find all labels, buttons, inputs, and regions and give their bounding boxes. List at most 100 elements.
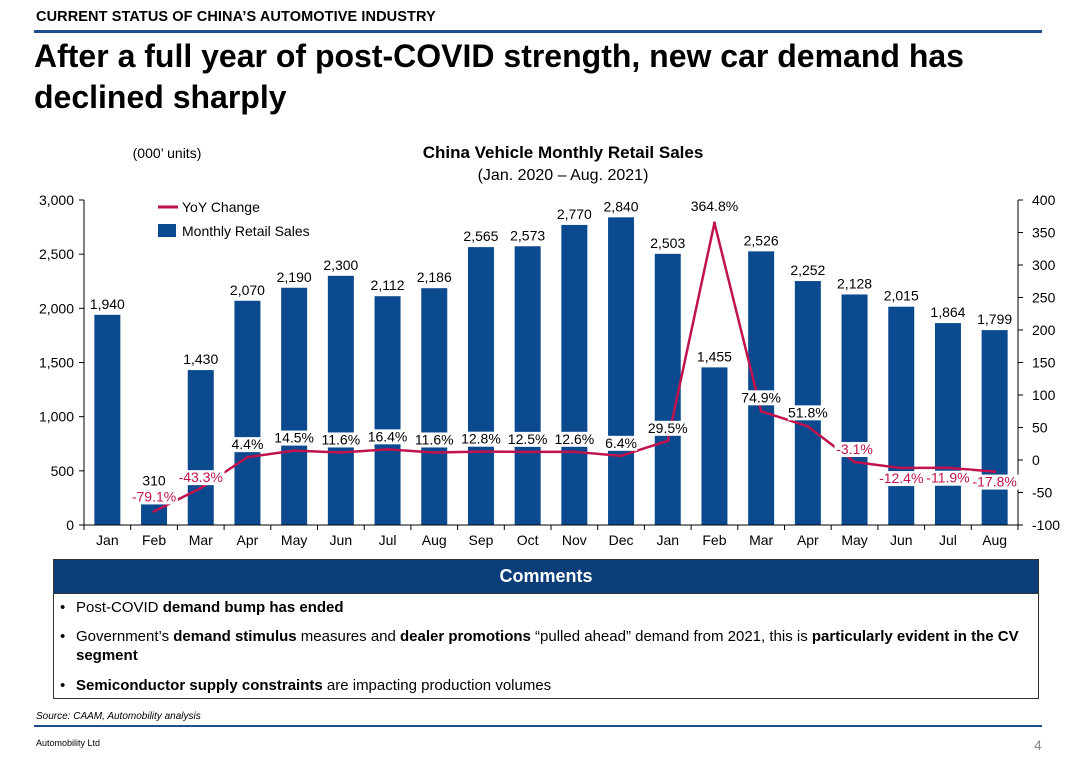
yoy-label-backing bbox=[274, 430, 315, 446]
comments-title: Comments bbox=[54, 560, 1038, 594]
bar-value-label: 2,070 bbox=[230, 282, 265, 298]
yoy-point bbox=[245, 455, 249, 459]
bar-aug bbox=[421, 288, 448, 525]
y-tick-label-right: 250 bbox=[1032, 290, 1056, 306]
yoy-point bbox=[712, 221, 716, 225]
yoy-value-label: 74.9% bbox=[741, 389, 781, 405]
yoy-value-label: 29.5% bbox=[648, 420, 688, 436]
x-tick-label: Dec bbox=[609, 532, 634, 548]
yoy-value-label: 16.4% bbox=[368, 428, 408, 444]
page-title: After a full year of post-COVID strength… bbox=[34, 38, 964, 115]
yoy-label-backing bbox=[787, 405, 828, 421]
bar-value-label: 2,503 bbox=[650, 235, 685, 251]
yoy-label-backing bbox=[414, 432, 455, 448]
bar-sep bbox=[467, 247, 494, 525]
y-tick-label-right: 0 bbox=[1032, 452, 1040, 468]
x-tick-label: Oct bbox=[517, 532, 539, 548]
yoy-point bbox=[386, 447, 390, 451]
bar-value-label: 2,190 bbox=[277, 269, 312, 285]
y-tick-label-right: 50 bbox=[1032, 420, 1048, 436]
yoy-value-label: 4.4% bbox=[231, 436, 263, 452]
bar-jul bbox=[934, 323, 961, 525]
bar-jul bbox=[374, 296, 401, 525]
yoy-value-label: 12.8% bbox=[461, 431, 501, 447]
bar-mar bbox=[748, 251, 775, 525]
x-tick-label: Jan bbox=[656, 532, 679, 548]
yoy-value-label: 11.6% bbox=[415, 431, 454, 447]
yoy-point bbox=[526, 450, 530, 454]
x-tick-label: Mar bbox=[189, 532, 213, 548]
y-tick-label-left: 0 bbox=[66, 517, 74, 533]
bar-value-label: 1,799 bbox=[977, 311, 1012, 327]
yoy-value-label: -12.4% bbox=[879, 470, 923, 486]
y-tick-label-right: 400 bbox=[1032, 192, 1056, 208]
yoy-label-backing bbox=[877, 471, 926, 487]
bar-value-label: 2,526 bbox=[744, 232, 779, 248]
bar-value-label: 2,112 bbox=[371, 277, 405, 293]
yoy-value-label: 364.8% bbox=[691, 198, 738, 214]
x-tick-label: Aug bbox=[422, 532, 447, 548]
yoy-value-label: -79.1% bbox=[132, 488, 176, 504]
yoy-label-backing bbox=[507, 431, 548, 447]
yoy-point bbox=[759, 409, 763, 413]
yoy-point bbox=[292, 449, 296, 453]
bar-value-label: 1,940 bbox=[90, 296, 125, 312]
x-tick-label: Jul bbox=[939, 532, 957, 548]
bar-apr bbox=[794, 281, 821, 525]
x-tick-label: Sep bbox=[468, 532, 493, 548]
bar-value-label: 2,186 bbox=[417, 269, 452, 285]
bar-may bbox=[841, 294, 868, 525]
yoy-label-backing bbox=[834, 442, 875, 458]
bar-value-label: 2,252 bbox=[790, 262, 825, 278]
chart-legend: YoY Change Monthly Retail Sales bbox=[158, 199, 310, 239]
comment-item: Semiconductor supply constraints are imp… bbox=[60, 676, 1026, 695]
x-tick-label: May bbox=[281, 532, 307, 548]
yoy-label-backing bbox=[970, 474, 1019, 490]
yoy-point bbox=[199, 486, 203, 490]
yoy-label-backing bbox=[690, 198, 739, 214]
yoy-point bbox=[993, 470, 997, 474]
yoy-value-label: 12.6% bbox=[554, 431, 594, 447]
bar-value-label: 310 bbox=[142, 472, 166, 488]
bar-dec bbox=[608, 217, 635, 526]
yoy-label-backing bbox=[647, 420, 688, 436]
x-tick-label: Jun bbox=[890, 532, 913, 548]
y-tick-label-left: 2,000 bbox=[39, 300, 74, 316]
bar-aug bbox=[981, 330, 1008, 525]
chart-subtitle: (Jan. 2020 – Aug. 2021) bbox=[478, 167, 649, 184]
header-rule bbox=[34, 30, 1042, 33]
y-tick-label-right: 350 bbox=[1032, 225, 1056, 241]
chart-title: China Vehicle Monthly Retail Sales bbox=[423, 143, 704, 162]
bar-mar bbox=[187, 370, 214, 525]
x-tick-label: Apr bbox=[797, 532, 819, 548]
yoy-point bbox=[946, 466, 950, 470]
yoy-point bbox=[572, 450, 576, 454]
section-label: CURRENT STATUS OF CHINA’S AUTOMOTIVE IND… bbox=[36, 9, 436, 25]
footer-rule bbox=[34, 725, 1042, 727]
yoy-label-backing bbox=[554, 431, 595, 447]
yoy-value-label: -11.9% bbox=[926, 470, 969, 486]
comments-box: Comments Post-COVID demand bump has ende… bbox=[53, 559, 1039, 699]
y-tick-label-right: 150 bbox=[1032, 355, 1056, 371]
y-tick-label-left: 500 bbox=[51, 463, 75, 479]
yoy-value-label: -3.1% bbox=[836, 441, 873, 457]
company-name: Automobility Ltd bbox=[36, 738, 101, 748]
comment-item: Government’s demand stimulus measures an… bbox=[60, 627, 1026, 665]
bar-oct bbox=[514, 246, 541, 525]
y-tick-label-left: 2,500 bbox=[39, 246, 74, 262]
y-axis-unit-label: (000’ units) bbox=[133, 145, 202, 161]
x-tick-label: Feb bbox=[702, 532, 726, 548]
x-tick-label: Apr bbox=[237, 532, 259, 548]
yoy-value-label: -17.8% bbox=[972, 474, 1016, 490]
retail-sales-chart: China Vehicle Monthly Retail Sales (Jan.… bbox=[39, 143, 1060, 548]
y-tick-label-right: -100 bbox=[1032, 517, 1060, 533]
bar-jan bbox=[654, 253, 681, 525]
x-tick-label: Nov bbox=[562, 532, 587, 548]
page-number: 4 bbox=[1034, 737, 1042, 753]
bar-jun bbox=[327, 275, 354, 525]
yoy-point bbox=[806, 424, 810, 428]
bar-jun bbox=[888, 306, 915, 525]
x-tick-label: Jan bbox=[96, 532, 119, 548]
bar-jan bbox=[94, 314, 121, 525]
bar-value-label: 2,840 bbox=[604, 198, 639, 214]
